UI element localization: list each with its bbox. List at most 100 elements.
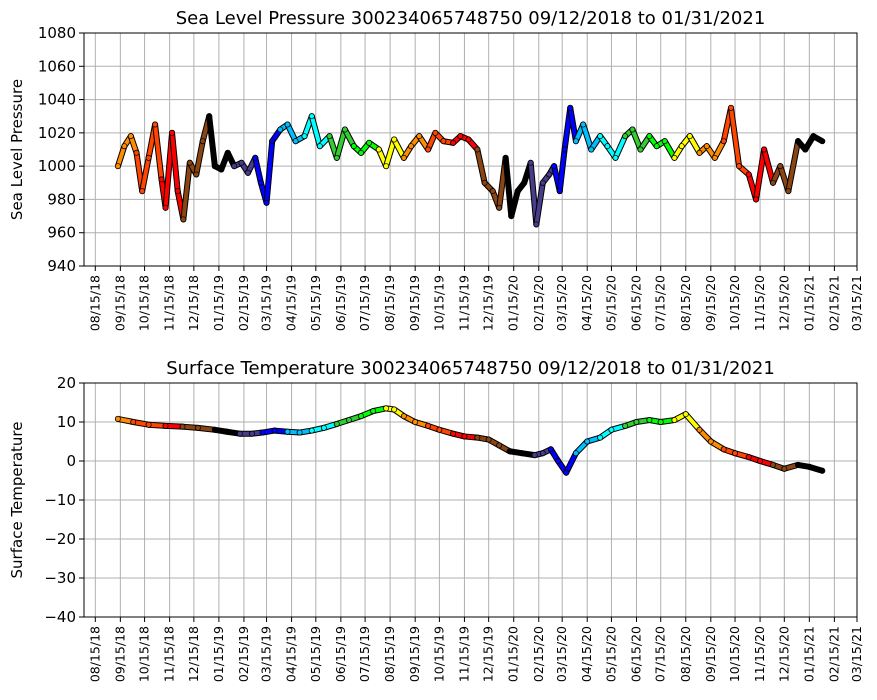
x-tick-label: 08/15/19 — [382, 275, 397, 331]
data-point — [720, 138, 727, 145]
data-point — [114, 415, 121, 422]
data-point — [502, 154, 509, 161]
data-point — [440, 138, 447, 145]
x-tick-label: 02/15/19 — [236, 626, 251, 682]
data-point — [162, 204, 169, 211]
data-point — [193, 171, 200, 178]
y-tick-label: 10 — [57, 413, 76, 431]
data-point — [547, 446, 554, 453]
x-tick-label: 09/15/19 — [407, 275, 422, 331]
data-point — [383, 405, 390, 412]
data-point — [333, 154, 340, 161]
data-point — [391, 136, 398, 143]
data-point — [597, 434, 604, 441]
data-point — [521, 179, 528, 186]
data-point — [745, 454, 752, 461]
data-point — [326, 133, 333, 140]
data-point — [249, 430, 255, 437]
data-point — [436, 426, 443, 433]
x-tick-label: 03/15/21 — [849, 626, 864, 682]
data-point — [678, 143, 685, 150]
data-point — [284, 428, 291, 435]
data-point — [224, 149, 231, 156]
data-point — [358, 413, 365, 420]
series-segment — [712, 139, 726, 160]
data-point — [514, 188, 521, 195]
data-point — [612, 154, 619, 161]
data-point — [753, 196, 759, 203]
data-point — [145, 154, 152, 161]
data-point — [450, 139, 457, 146]
data-point — [269, 138, 276, 145]
y-tick-label: 1080 — [38, 24, 76, 42]
y-tick-label: 20 — [57, 374, 76, 392]
data-point — [263, 199, 270, 206]
x-tick-label: 09/15/18 — [112, 626, 127, 682]
data-point — [383, 163, 390, 170]
series-segment — [754, 147, 767, 202]
x-tick-label: 10/15/20 — [727, 626, 742, 682]
x-tick-label: 10/15/20 — [727, 275, 742, 331]
grid-lines — [84, 382, 858, 618]
data-point — [580, 121, 587, 128]
data-point — [728, 104, 734, 111]
x-tick-label: 02/15/20 — [531, 275, 546, 331]
series-segment — [285, 122, 298, 144]
x-tick-label: 02/15/20 — [531, 626, 546, 682]
x-tick-label: 01/15/20 — [506, 275, 521, 331]
series-segment — [153, 122, 164, 182]
data-point — [770, 461, 776, 468]
data-point — [556, 188, 563, 195]
data-point — [416, 133, 423, 140]
data-point — [661, 138, 668, 145]
y-tick-label: 940 — [47, 257, 76, 275]
data-point — [671, 154, 678, 161]
series-segment — [342, 127, 356, 149]
x-tick-label: 04/15/19 — [284, 275, 299, 331]
data-point — [152, 121, 159, 128]
data-point — [350, 143, 357, 150]
data-point — [465, 136, 472, 143]
x-tick-label: 12/15/20 — [776, 275, 791, 331]
x-tick-label: 10/15/19 — [431, 275, 446, 331]
data-point — [563, 469, 570, 476]
series-segment — [557, 147, 567, 194]
x-tick-label: 04/15/20 — [579, 626, 594, 682]
data-point — [508, 213, 515, 220]
x-tick-label: 03/15/20 — [554, 626, 569, 682]
data-point — [637, 146, 644, 153]
x-tick-label: 03/15/19 — [259, 275, 274, 331]
x-tick-label: 07/15/19 — [357, 626, 372, 682]
data-point — [199, 138, 206, 145]
data-point — [736, 163, 743, 170]
x-tick-label: 07/15/20 — [653, 626, 668, 682]
data-series — [114, 405, 826, 476]
data-point — [633, 419, 640, 425]
chart-title: Surface Temperature 300234065748750 09/1… — [166, 358, 775, 379]
data-point — [707, 438, 714, 445]
chart-title: Sea Level Pressure 300234065748750 09/12… — [176, 8, 766, 29]
data-point — [206, 113, 213, 120]
data-point — [608, 426, 615, 433]
data-series — [114, 104, 826, 228]
y-axis-label: Sea Level Pressure — [8, 79, 26, 220]
data-point — [412, 419, 419, 425]
data-point — [720, 446, 727, 453]
series-segment — [786, 139, 801, 194]
data-point — [531, 452, 538, 459]
x-tick-label: 12/15/19 — [481, 626, 496, 682]
data-point — [819, 138, 826, 145]
data-point — [604, 143, 611, 150]
x-tick-label: 09/15/19 — [407, 626, 422, 682]
data-point — [284, 121, 291, 128]
data-point — [496, 442, 503, 449]
x-tick-label: 05/15/19 — [308, 275, 323, 331]
data-point — [810, 133, 817, 140]
y-tick-label: 980 — [47, 190, 76, 208]
data-point — [308, 427, 315, 434]
data-point — [194, 424, 201, 431]
data-point — [139, 188, 146, 195]
data-point — [485, 436, 492, 443]
data-point — [806, 463, 813, 470]
x-tick-label: 09/15/20 — [703, 275, 718, 331]
